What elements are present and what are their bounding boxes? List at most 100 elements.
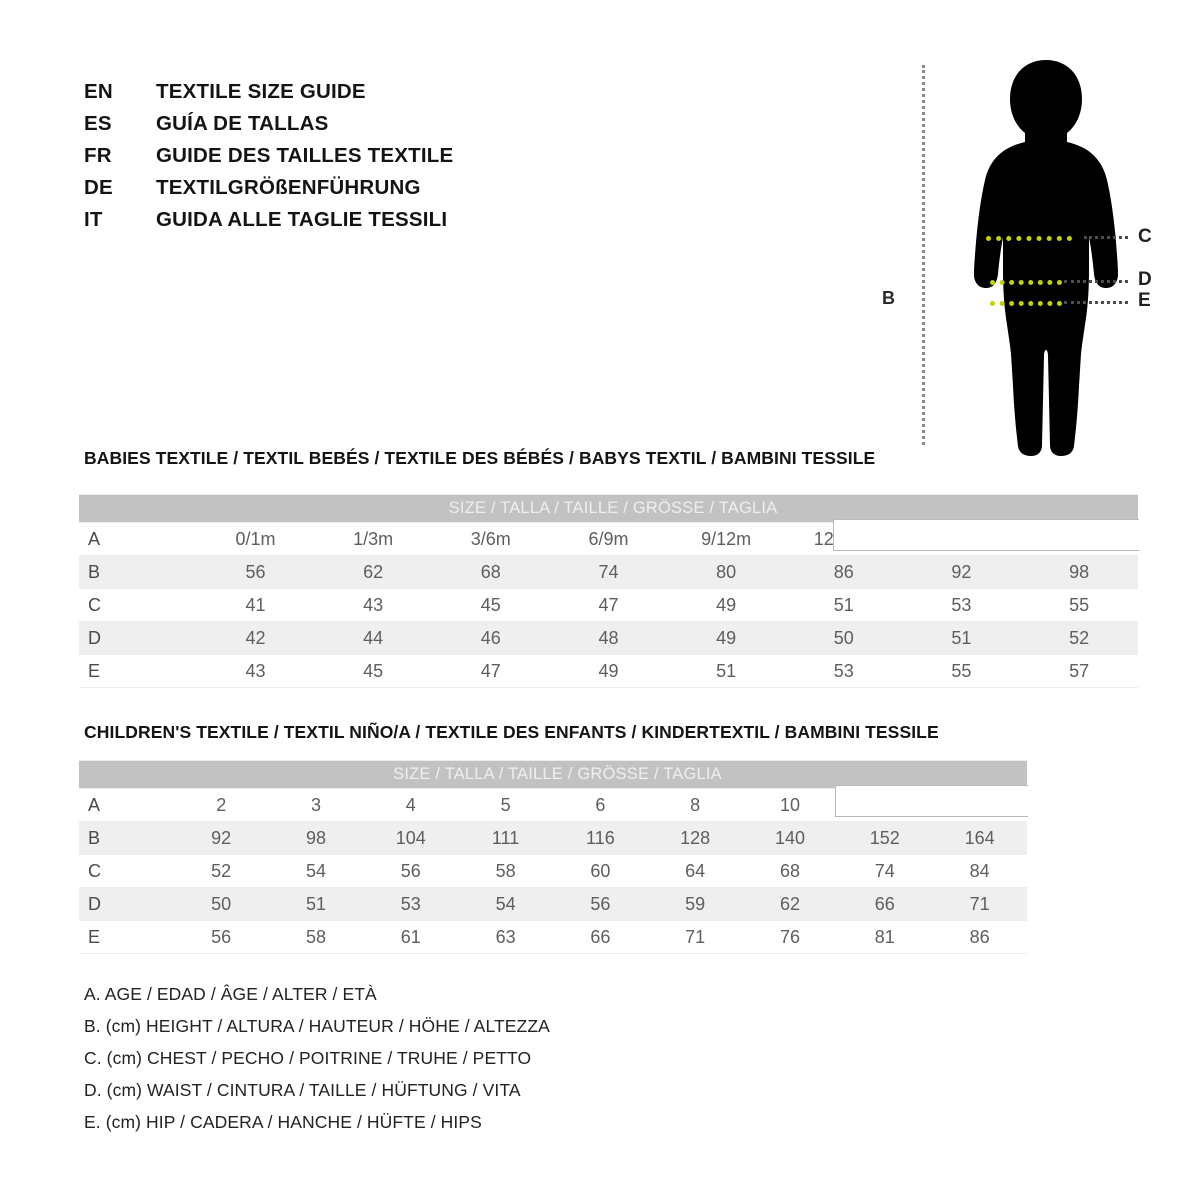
table-cell: 58: [458, 854, 553, 888]
table-header-bar-row: SIZE / TALLA / TAILLE / GRÖSSE / TAGLIA: [79, 760, 1027, 789]
table-cell: 62: [314, 555, 432, 589]
table-cell: 47: [549, 588, 668, 622]
table-row: A 2 3 4 5 6 8 10 12 14: [79, 788, 1027, 822]
table-cell: 164: [932, 821, 1027, 855]
table-cell: 8: [647, 788, 743, 822]
language-row: FR GUIDE DES TAILLES TEXTILE: [84, 144, 604, 176]
table-cell: 14: [932, 788, 1027, 822]
legend-row: A. AGE / EDAD / ÂGE / ALTER / ETÀ: [84, 984, 377, 1004]
row-key-e: E: [79, 920, 174, 954]
table-cell: 86: [784, 555, 903, 589]
table-cell: 44: [314, 621, 432, 655]
table-cell: 46: [431, 621, 550, 655]
row-key-b: B: [79, 555, 197, 589]
table-row: E 43 45 47 49 51 53 55 57: [79, 654, 1138, 688]
children-section-title: CHILDREN'S TEXTILE / TEXTIL NIÑO/A / TEX…: [84, 722, 939, 742]
table-cell: 74: [837, 854, 933, 888]
table-cell: 18/24m: [902, 522, 1021, 556]
table-cell: 53: [902, 588, 1021, 622]
hip-measure-band: [990, 301, 1062, 306]
table-row: C 41 43 45 47 49 51 53 55: [79, 588, 1138, 622]
table-cell: 49: [667, 621, 785, 655]
table-row: D 50 51 53 54 56 59 62 66 71: [79, 887, 1027, 921]
language-code: EN: [84, 80, 113, 103]
table-cell: 66: [837, 887, 933, 921]
table-row: B 56 62 68 74 80 86 92 98: [79, 555, 1138, 589]
legend-row: E. (cm) HIP / CADERA / HANCHE / HÜFTE / …: [84, 1112, 482, 1132]
table-cell: 52: [173, 854, 269, 888]
table-cell: 68: [742, 854, 838, 888]
babies-section-title: BABIES TEXTILE / TEXTIL BEBÉS / TEXTILE …: [84, 448, 876, 468]
language-title: TEXTILE SIZE GUIDE: [156, 80, 366, 103]
table-cell: 56: [196, 555, 315, 589]
table-cell: 42: [196, 621, 315, 655]
row-key-a: A: [79, 522, 197, 556]
table-cell: 64: [647, 854, 743, 888]
table-cell: 80: [667, 555, 785, 589]
table-cell: 68: [431, 555, 550, 589]
language-row: IT GUIDA ALLE TAGLIE TESSILI: [84, 208, 604, 240]
children-table-body: SIZE / TALLA / TAILLE / GRÖSSE / TAGLIA A…: [79, 760, 1027, 954]
row-key-a: A: [79, 788, 174, 822]
waist-leader-line-icon: [1064, 280, 1128, 283]
table-cell: 6: [552, 788, 648, 822]
table-cell: 43: [196, 654, 315, 688]
table-cell: 61: [363, 920, 459, 954]
table-cell: 47: [431, 654, 550, 688]
table-cell: 98: [268, 821, 364, 855]
table-row: D 42 44 46 48 49 50 51 52: [79, 621, 1138, 655]
table-cell: 92: [173, 821, 269, 855]
table-cell: 51: [784, 588, 903, 622]
table-cell: 56: [552, 887, 648, 921]
height-axis-label: B: [882, 288, 895, 308]
waist-measure-label: D: [1138, 269, 1152, 290]
table-cell: 74: [549, 555, 668, 589]
table-cell: 9/12m: [667, 522, 785, 556]
language-row: ES GUÍA DE TALLAS: [84, 112, 604, 144]
table-cell: 57: [1020, 654, 1138, 688]
table-cell: 71: [932, 887, 1027, 921]
child-silhouette-icon: [974, 60, 1118, 456]
table-cell: 98: [1020, 555, 1138, 589]
row-key-c: C: [79, 588, 197, 622]
table-cell: 71: [647, 920, 743, 954]
babies-table-body: SIZE / TALLA / TAILLE / GRÖSSE / TAGLIA A…: [79, 494, 1138, 688]
table-cell: 49: [549, 654, 668, 688]
language-code: DE: [84, 176, 113, 199]
table-cell: 50: [784, 621, 903, 655]
table-cell: 92: [902, 555, 1021, 589]
table-cell: 50: [173, 887, 269, 921]
table-row: E 56 58 61 63 66 71 76 81 86: [79, 920, 1027, 954]
table-cell: 3/6m: [431, 522, 550, 556]
language-title: TEXTILGRÖßENFÜHRUNG: [156, 176, 421, 199]
language-title: GUIDA ALLE TAGLIE TESSILI: [156, 208, 448, 231]
language-row: DE TEXTILGRÖßENFÜHRUNG: [84, 176, 604, 208]
row-key-c: C: [79, 854, 174, 888]
table-cell: 62: [742, 887, 838, 921]
table-cell: 56: [173, 920, 269, 954]
language-title: GUIDE DES TAILLES TEXTILE: [156, 144, 454, 167]
size-header-label: SIZE / TALLA / TAILLE / GRÖSSE / TAGLIA: [79, 760, 1027, 789]
table-cell: 63: [458, 920, 553, 954]
table-cell: 66: [552, 920, 648, 954]
table-cell: 52: [1020, 621, 1138, 655]
table-cell: 128: [647, 821, 743, 855]
table-cell: 12/18m: [784, 522, 903, 556]
table-cell: 53: [363, 887, 459, 921]
table-cell: 140: [742, 821, 838, 855]
table-cell: 104: [363, 821, 459, 855]
row-key-e: E: [79, 654, 197, 688]
table-cell: 45: [431, 588, 550, 622]
table-cell: 3: [268, 788, 364, 822]
table-cell: 6/9m: [549, 522, 668, 556]
table-cell: 48: [549, 621, 668, 655]
table-cell: 55: [902, 654, 1021, 688]
table-cell: 111: [458, 821, 553, 855]
chest-measure-band: [986, 236, 1072, 241]
table-cell: 41: [196, 588, 315, 622]
table-cell: 86: [932, 920, 1027, 954]
row-key-b: B: [79, 821, 174, 855]
table-cell: 76: [742, 920, 838, 954]
babies-size-table: SIZE / TALLA / TAILLE / GRÖSSE / TAGLIA A…: [79, 494, 1138, 688]
table-row: B 92 98 104 111 116 128 140 152 164: [79, 821, 1027, 855]
